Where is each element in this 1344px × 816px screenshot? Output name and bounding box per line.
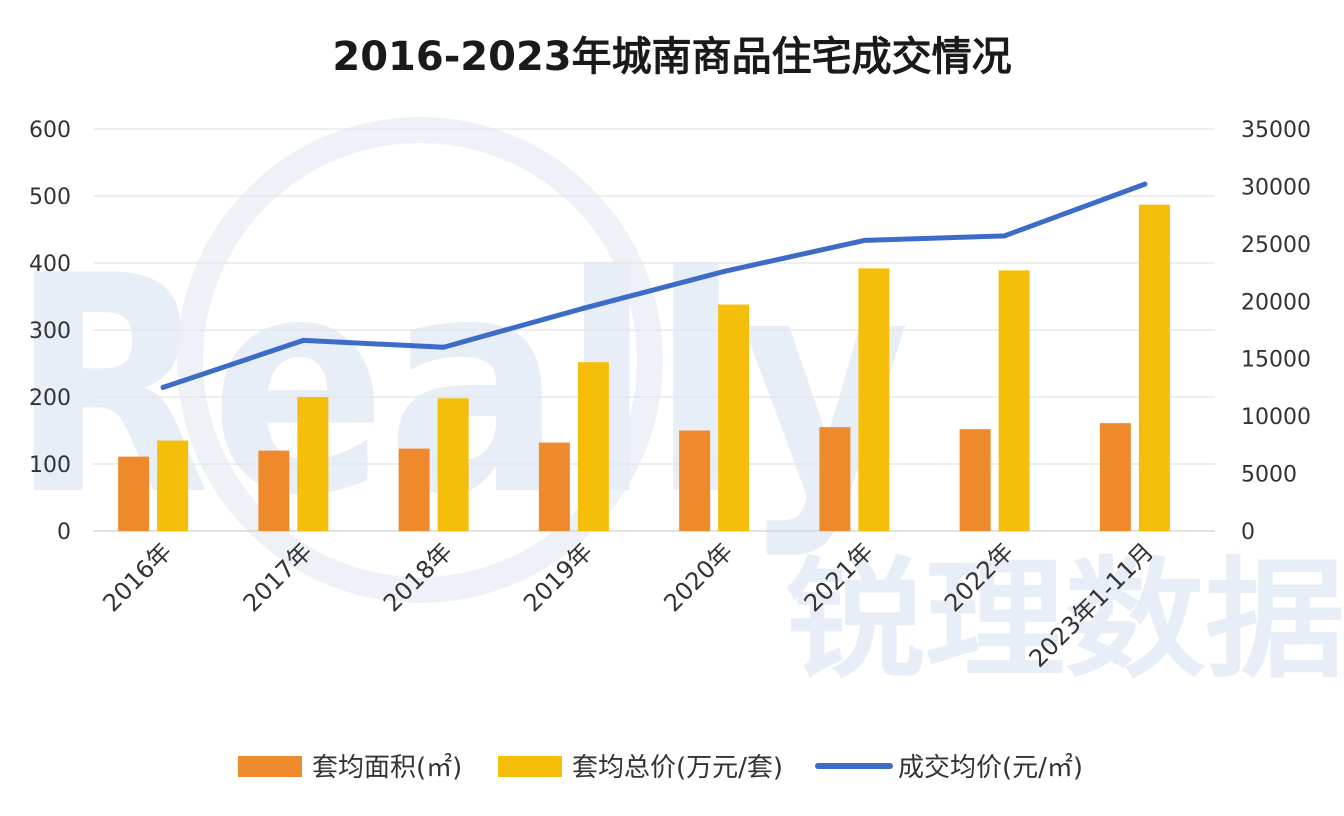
price-line-point: [1142, 181, 1148, 187]
legend-label-total-price: 套均总价(万元/套): [572, 753, 783, 783]
bar-total-price: [718, 304, 750, 531]
legend-label-area: 套均面积(㎡): [312, 753, 462, 783]
right-tick-label: 30000: [1241, 175, 1311, 200]
left-tick-label: 500: [29, 185, 71, 210]
left-tick-label: 400: [29, 252, 71, 277]
left-tick-label: 200: [29, 386, 71, 411]
price-line-point: [441, 344, 447, 350]
bar-area: [118, 456, 150, 531]
bar-area: [1099, 423, 1131, 531]
price-line-point: [1002, 233, 1008, 239]
right-tick-label: 10000: [1241, 405, 1311, 430]
left-tick-label: 600: [29, 118, 71, 143]
right-tick-label: 0: [1241, 520, 1255, 545]
right-y-axis: 35000 30000 25000 20000 15000 10000 5000 0: [1241, 118, 1311, 545]
right-tick-label: 20000: [1241, 290, 1311, 315]
price-line-point: [160, 384, 166, 390]
right-tick-label: 5000: [1241, 463, 1297, 488]
legend-label-avg-price: 成交均价(元/㎡): [898, 753, 1083, 783]
watermark-cjk: 锐理数据: [785, 544, 1344, 696]
legend-swatch-total-price: [498, 756, 562, 777]
price-line-point: [300, 337, 306, 343]
left-y-axis: 600 500 400 300 200 100 0: [29, 118, 71, 545]
bar-total-price: [858, 268, 890, 531]
bar-area: [819, 427, 851, 531]
watermark-ring: [177, 117, 663, 603]
left-tick-label: 0: [57, 520, 71, 545]
bar-area: [538, 442, 570, 531]
left-tick-label: 300: [29, 319, 71, 344]
right-tick-label: 35000: [1241, 118, 1311, 143]
chart-title: 2016-2023年城南商品住宅成交情况: [332, 34, 1011, 80]
price-line-point: [721, 268, 727, 274]
bar-total-price: [297, 397, 329, 531]
bar-area: [959, 429, 991, 531]
price-line: [160, 181, 1148, 390]
bars: [118, 204, 1170, 531]
bar-total-price: [577, 362, 609, 531]
left-tick-label: 100: [29, 453, 71, 478]
bar-total-price: [1138, 204, 1170, 531]
legend: 套均面积(㎡) 套均总价(万元/套) 成交均价(元/㎡): [238, 753, 1083, 783]
bar-total-price: [157, 440, 189, 531]
price-line-point: [581, 305, 587, 311]
bar-area: [398, 448, 430, 531]
right-tick-label: 25000: [1241, 233, 1311, 258]
legend-swatch-area: [238, 756, 302, 777]
bar-total-price: [437, 398, 469, 531]
price-line-point: [861, 237, 867, 243]
right-tick-label: 15000: [1241, 348, 1311, 373]
price-line-path: [160, 181, 1148, 390]
bar-area: [679, 430, 711, 531]
bar-area: [258, 450, 290, 531]
bar-total-price: [998, 270, 1030, 531]
